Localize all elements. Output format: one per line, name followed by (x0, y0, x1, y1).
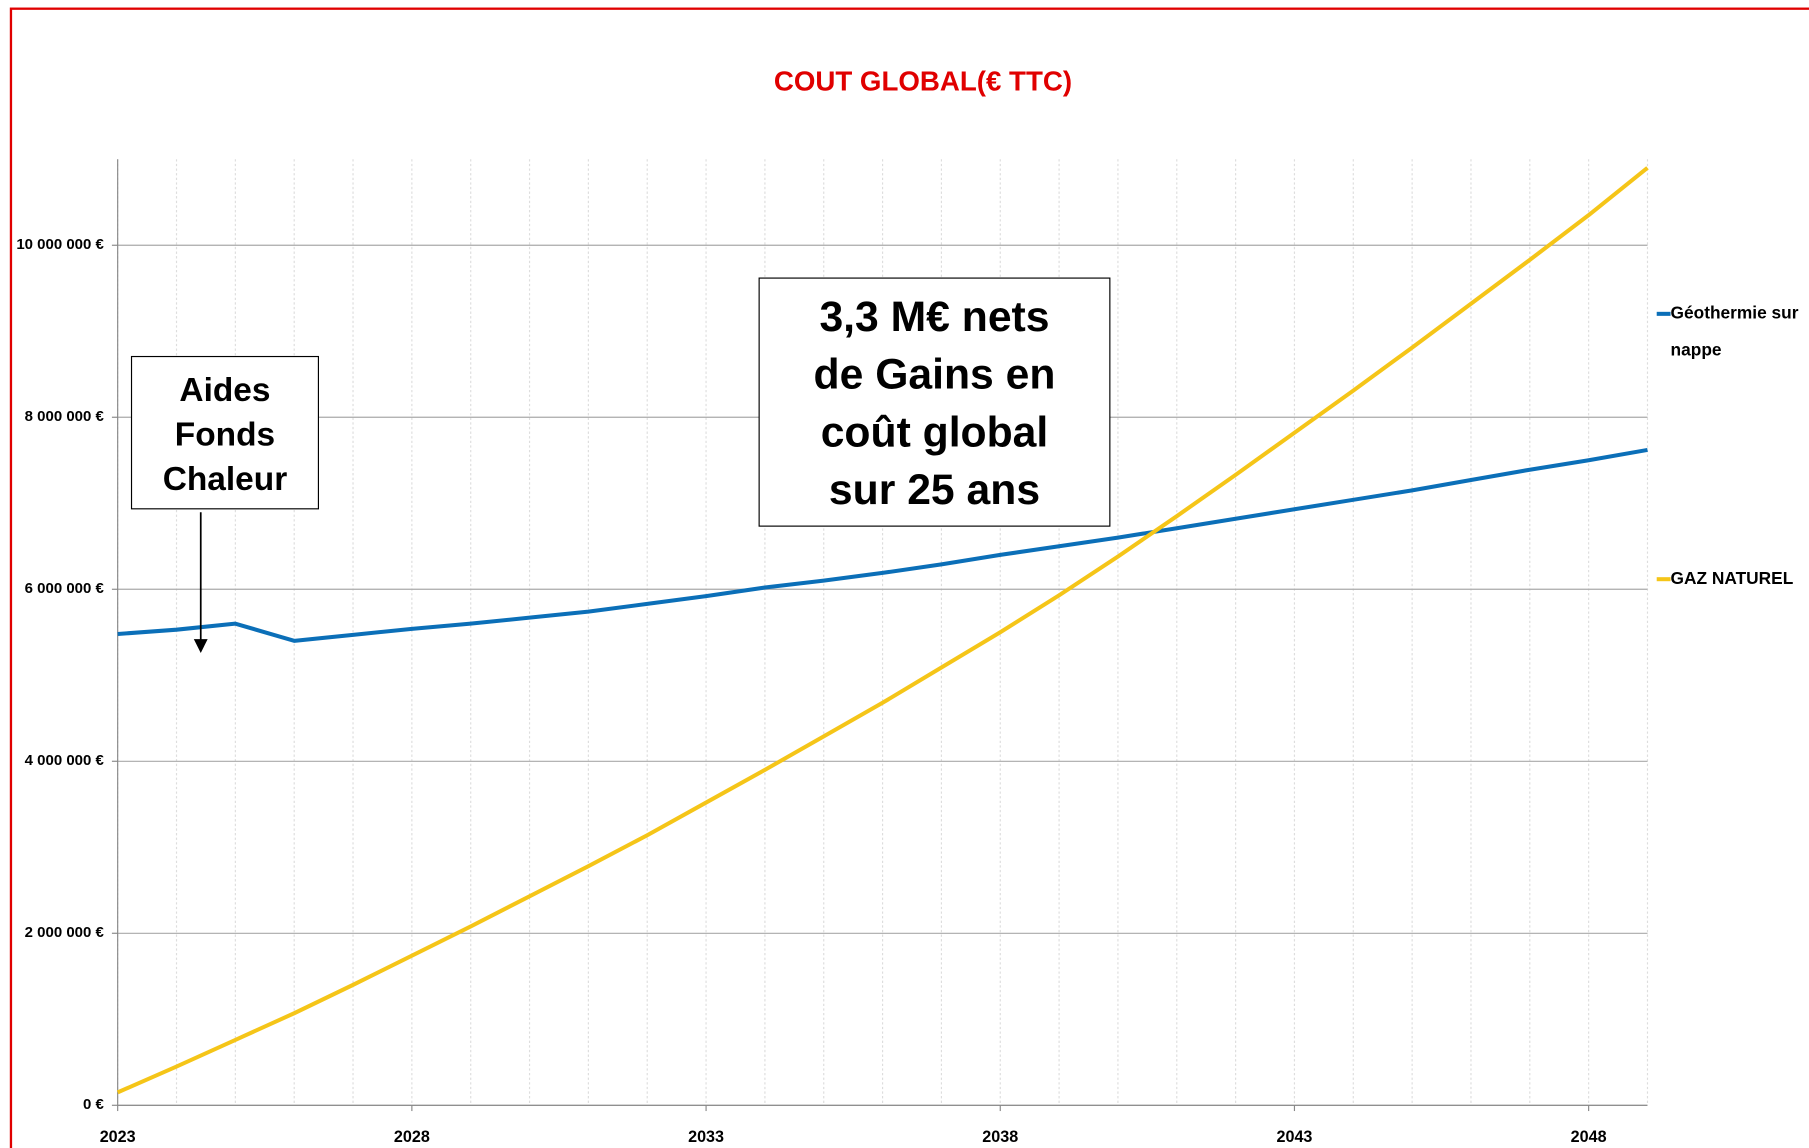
frame (9, 7, 1809, 1148)
arrow-head (193, 639, 208, 654)
legend-item: GAZ NATUREL (1670, 568, 1794, 589)
series-line (117, 447, 1648, 643)
x-tick-label: 2028 (394, 1128, 430, 1146)
y-tick-label: 4 000 000 € (25, 752, 105, 769)
legend-item: Géothermie sur nappe (1670, 303, 1799, 360)
annotation-text: de Gains en (814, 351, 1056, 399)
y-tick-label: 2 000 000 € (25, 924, 105, 941)
x-tick-label: 2043 (1276, 1128, 1312, 1146)
legend-label: Géothermie sur nappe (1670, 303, 1799, 360)
x-tick-label: 2033 (688, 1128, 724, 1146)
x-tick-label: 2038 (982, 1128, 1018, 1146)
annotation-text: Fonds (175, 417, 275, 454)
annotation-text: 3,3 M€ nets (819, 293, 1049, 341)
chart-title: COUT GLOBAL(€ TTC) (774, 65, 1072, 96)
x-tick-label: 2048 (1571, 1128, 1607, 1146)
x-tick-label: 2023 (100, 1128, 136, 1146)
annotation-text: Chaleur (163, 461, 288, 498)
y-tick-label: 6 000 000 € (25, 580, 105, 597)
y-tick-label: 0 € (83, 1096, 104, 1113)
legend-label: GAZ NATUREL (1670, 568, 1794, 589)
annotation-box (130, 355, 319, 510)
y-tick-label: 8 000 000 € (25, 408, 105, 425)
y-tick-label: 10 000 000 € (16, 236, 104, 253)
annotation-box (758, 277, 1111, 527)
annotation-text: coût global (821, 408, 1049, 456)
annotation-text: sur 25 ans (829, 466, 1040, 514)
annotation-text: Aides (179, 372, 270, 409)
series-line (116, 166, 1649, 1095)
